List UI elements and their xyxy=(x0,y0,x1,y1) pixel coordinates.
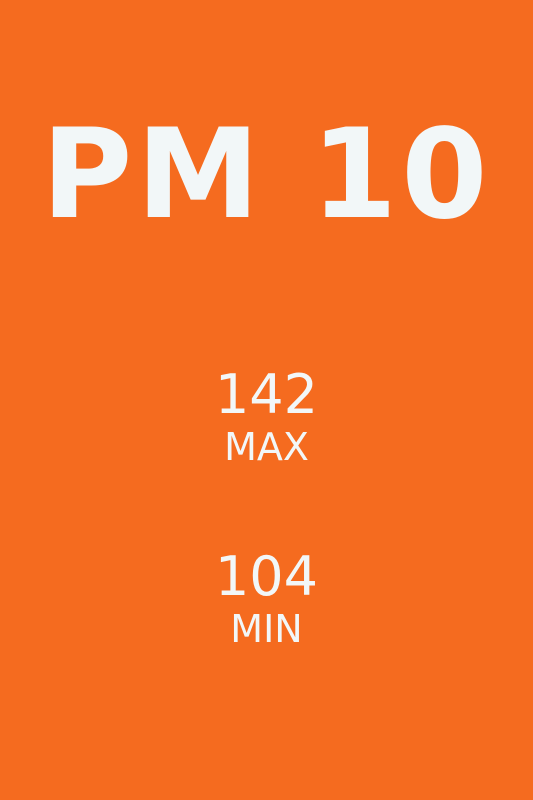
min-value: 104 xyxy=(214,545,319,608)
pollutant-title: PM 10 xyxy=(41,103,492,247)
max-stat: 142 MAX xyxy=(0,363,533,469)
max-label: MAX xyxy=(224,425,309,469)
min-stat: 104 MIN xyxy=(0,545,533,651)
max-value: 142 xyxy=(214,363,319,426)
min-label: MIN xyxy=(230,607,303,651)
